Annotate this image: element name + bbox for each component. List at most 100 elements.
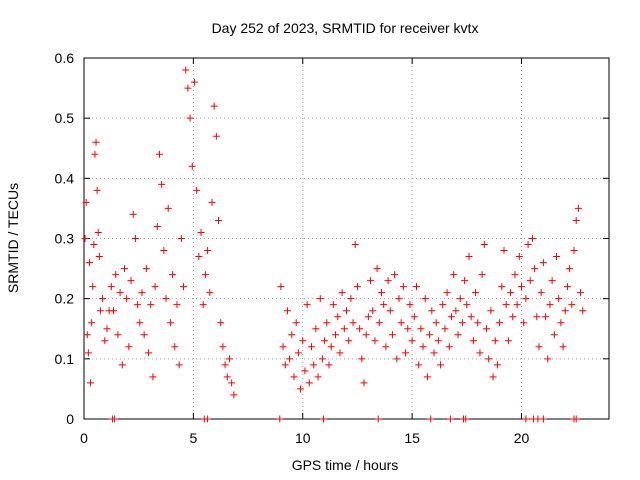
tick-labels: 0 0.1 0.2 0.3 0.4 0.5 0.6 0 5 10 15 20: [55, 50, 530, 446]
chart-title: Day 252 of 2023, SRMTID for receiver kvt…: [212, 20, 479, 36]
data-point: [87, 379, 95, 387]
y-tick-label: 0.2: [55, 291, 75, 307]
data-points: [81, 66, 587, 423]
data-point: [544, 355, 552, 363]
data-point: [288, 331, 296, 339]
data-point: [493, 361, 501, 369]
data-point: [81, 235, 89, 242]
data-point: [332, 331, 340, 339]
data-point: [559, 343, 567, 351]
data-point: [419, 343, 427, 351]
data-point: [120, 265, 128, 273]
data-point: [434, 337, 442, 345]
data-point: [110, 307, 118, 315]
data-point: [182, 66, 190, 74]
x-tick-label: 10: [295, 430, 311, 446]
data-point: [88, 319, 96, 327]
data-point: [511, 271, 519, 279]
data-point: [166, 319, 174, 327]
data-point: [507, 289, 515, 297]
data-point: [421, 295, 429, 303]
data-point: [301, 367, 309, 375]
data-point: [531, 265, 539, 273]
data-point: [362, 331, 370, 339]
data-point: [310, 361, 318, 369]
data-point: [177, 235, 185, 242]
data-point: [299, 337, 307, 345]
data-point: [184, 84, 192, 92]
data-point: [504, 337, 512, 345]
data-point: [334, 313, 342, 321]
data-point: [452, 307, 460, 315]
data-point: [204, 247, 212, 255]
data-point: [228, 379, 236, 387]
data-point: [395, 295, 403, 303]
data-point: [147, 301, 155, 309]
data-point: [518, 283, 525, 291]
data-point: [153, 222, 161, 230]
data-point: [190, 78, 198, 86]
data-point: [276, 415, 284, 423]
data-point: [380, 301, 388, 309]
data-point: [321, 337, 329, 345]
data-point: [360, 379, 368, 387]
y-tick-label: 0.5: [55, 110, 75, 126]
data-point: [347, 295, 355, 303]
data-point: [85, 259, 93, 267]
data-point: [373, 265, 381, 273]
data-point: [316, 295, 324, 303]
data-point: [323, 319, 331, 327]
data-point: [454, 331, 462, 339]
data-point: [577, 289, 585, 297]
data-point: [95, 253, 103, 261]
data-point: [221, 361, 229, 369]
data-point: [199, 301, 207, 309]
data-point: [463, 301, 471, 309]
data-point: [197, 228, 205, 236]
data-point: [308, 343, 315, 351]
data-point: [528, 235, 536, 242]
data-point: [446, 415, 454, 423]
data-point: [208, 198, 216, 206]
data-point: [351, 241, 359, 249]
data-point: [151, 283, 159, 291]
y-axis-label: SRMTID / TECUs: [5, 183, 21, 293]
data-point: [155, 150, 163, 158]
data-point: [294, 349, 302, 357]
data-point: [498, 283, 506, 291]
data-point: [491, 337, 499, 345]
data-point: [568, 301, 576, 309]
data-point: [149, 373, 157, 381]
data-point: [186, 114, 194, 122]
data-point: [555, 295, 563, 303]
data-point: [303, 301, 311, 309]
data-point: [312, 325, 320, 333]
data-point: [219, 343, 227, 351]
data-point: [129, 210, 137, 218]
x-tick-label: 20: [514, 430, 530, 446]
data-point: [548, 277, 556, 285]
data-point: [371, 337, 379, 345]
data-point: [92, 138, 100, 146]
data-point: [445, 343, 453, 351]
data-point: [320, 415, 328, 423]
data-point: [467, 313, 475, 321]
data-point: [417, 325, 425, 333]
data-point: [520, 319, 528, 327]
data-point: [384, 277, 392, 285]
y-tick-label: 0.3: [55, 231, 75, 247]
data-point: [195, 253, 203, 261]
x-axis-label: GPS time / hours: [292, 457, 399, 473]
data-point: [546, 301, 554, 309]
data-point: [210, 102, 218, 110]
data-point: [522, 415, 530, 423]
data-point: [570, 247, 578, 255]
data-point: [84, 349, 92, 357]
data-point: [290, 373, 298, 381]
data-point: [441, 325, 449, 333]
data-point: [116, 289, 124, 297]
data-point: [448, 313, 455, 321]
data-point: [439, 301, 447, 309]
data-point: [223, 373, 231, 381]
